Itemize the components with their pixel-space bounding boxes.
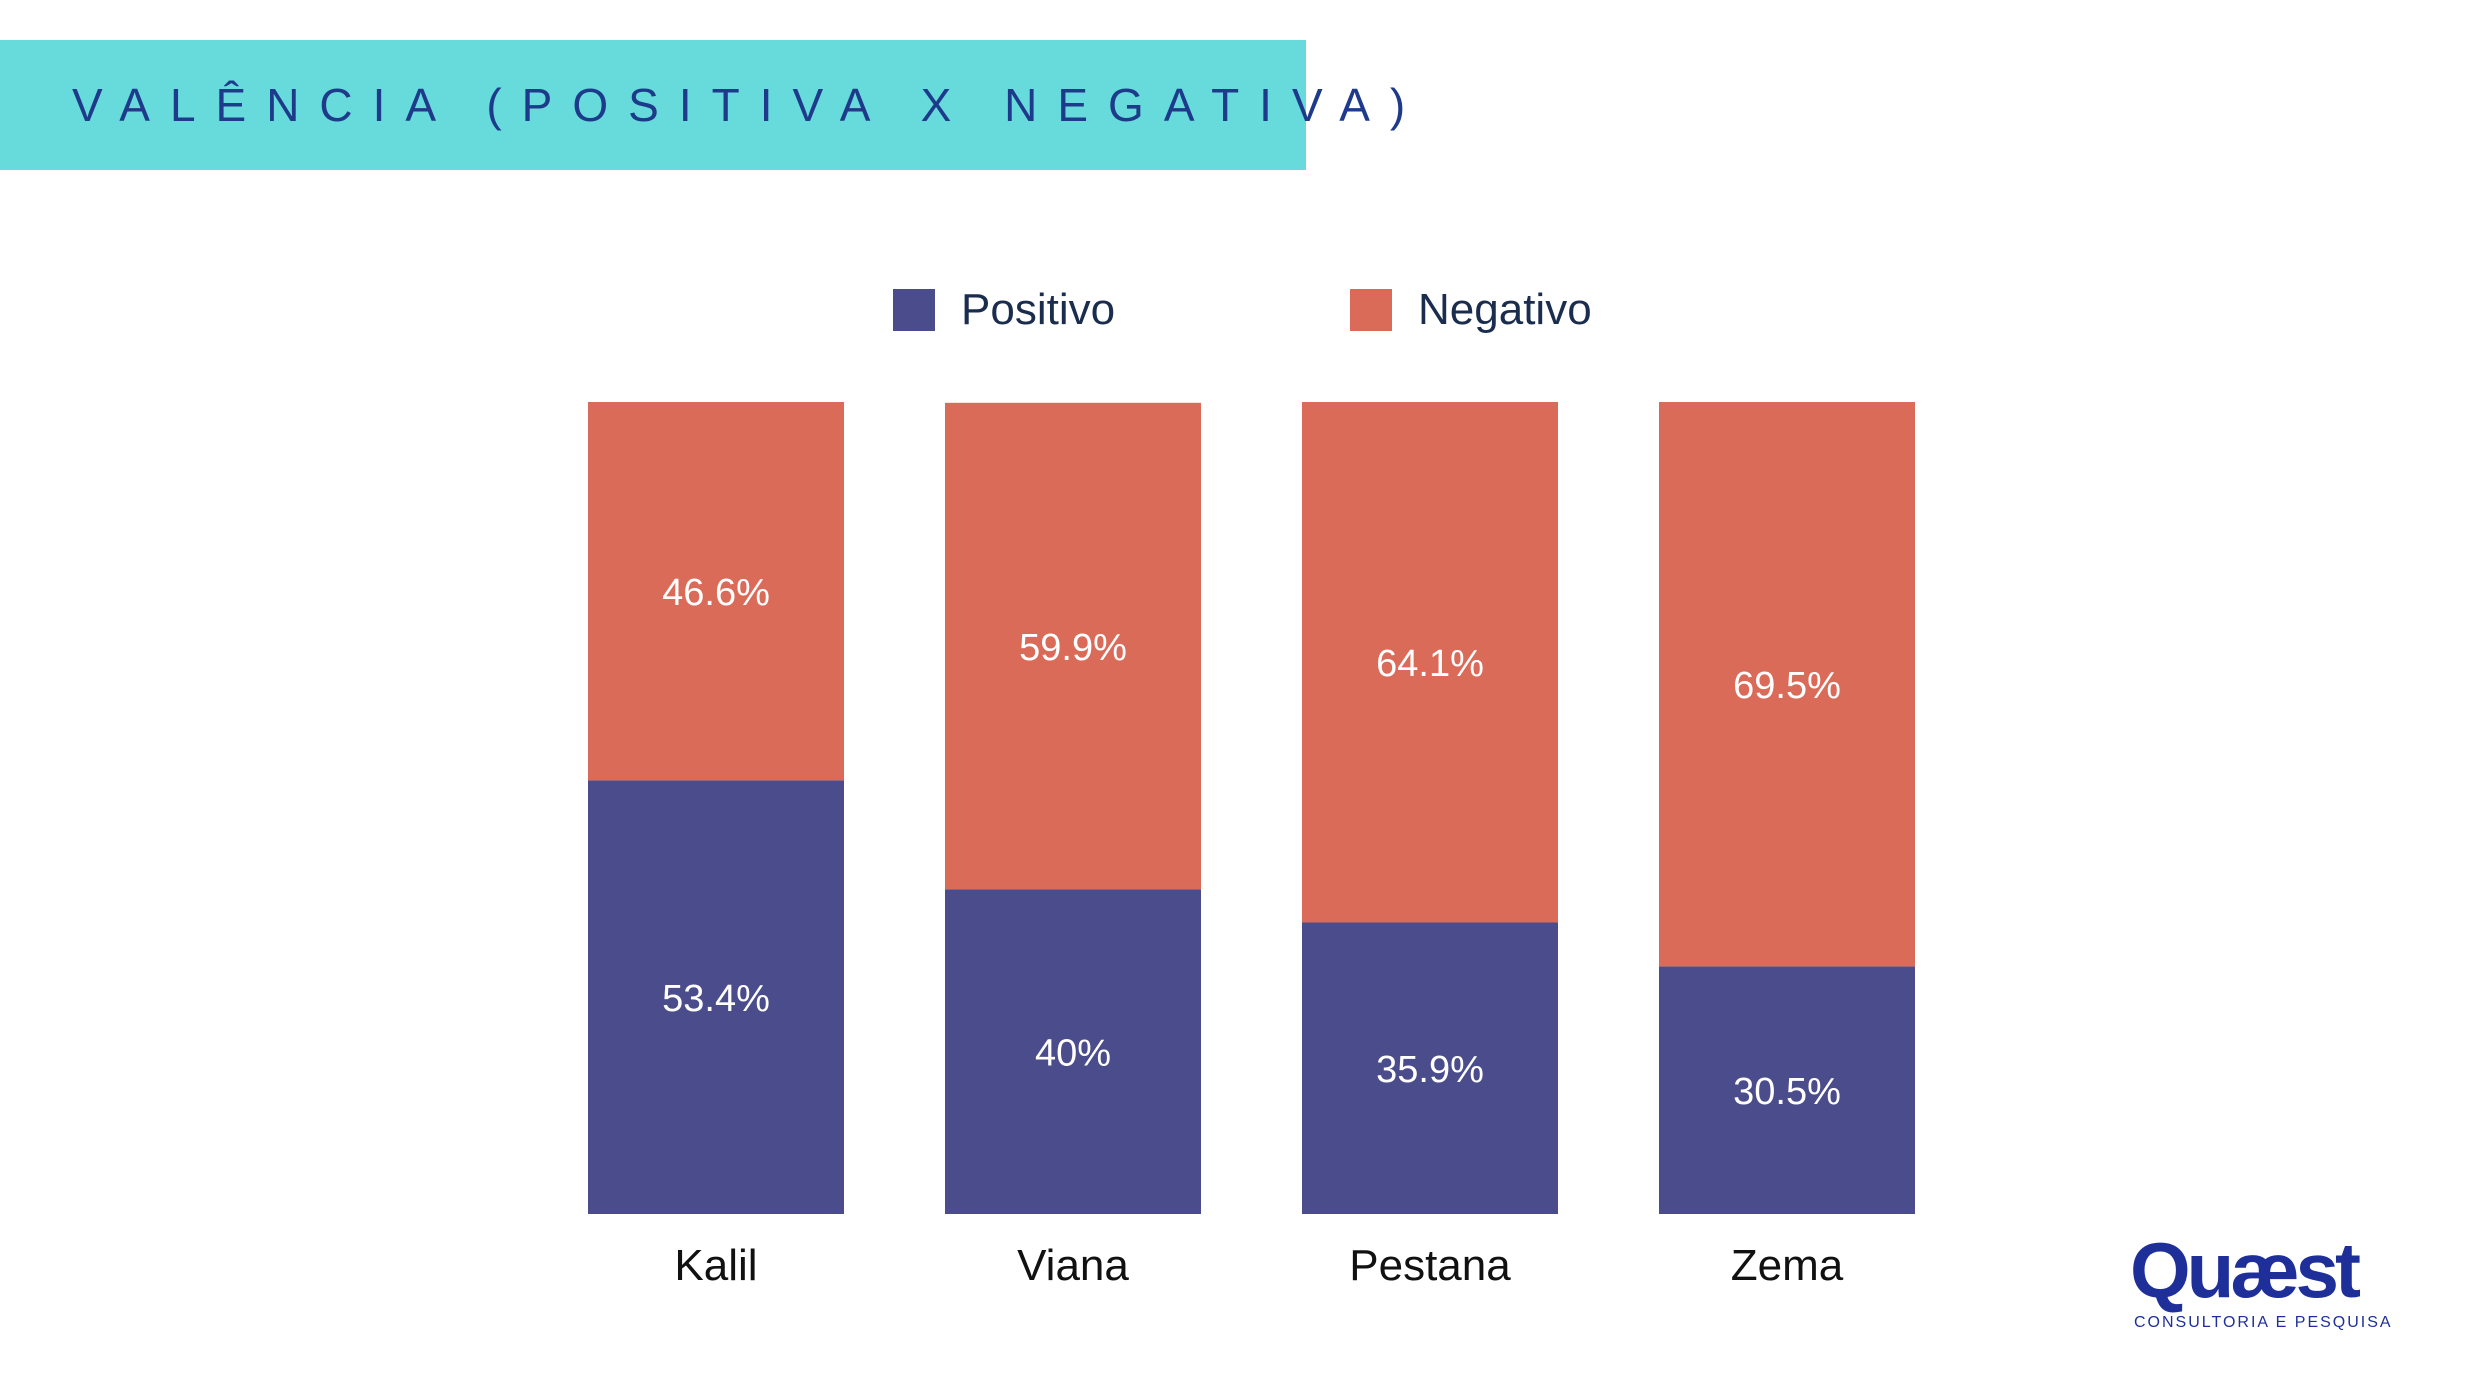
legend-swatch-positivo [893,289,935,331]
bar-kalil-positivo [588,780,844,1214]
bar-pestana-positivo [1302,922,1558,1214]
legend-swatch-negativo [1350,289,1392,331]
legend-item-negativo: Negativo [1350,280,1592,340]
data-label-zema-positivo: 30.5% [1733,1071,1841,1113]
data-label-zema-negativo: 69.5% [1733,665,1841,707]
x-tick-label-kalil: Kalil [674,1241,757,1290]
page-title: VALÊNCIA (POSITIVA X NEGATIVA) [72,79,1426,131]
bar-viana-negativo [945,402,1201,890]
x-tick-label-viana: Viana [1017,1241,1129,1290]
data-label-pestana-negativo: 64.1% [1376,643,1484,685]
logo-tagline: CONSULTORIA E PESQUISA [2134,1314,2393,1331]
legend-label-negativo: Negativo [1418,285,1592,334]
bar-zema-negativo [1659,402,1915,967]
bar-kalil-negativo [588,402,844,781]
title-band: VALÊNCIA (POSITIVA X NEGATIVA) [0,40,1405,170]
bar-zema-positivo [1659,966,1915,1214]
bar-viana-positivo [945,889,1201,1214]
bar-pestana-negativo [1302,402,1558,923]
data-label-kalil-negativo: 46.6% [662,572,770,614]
data-label-pestana-positivo: 35.9% [1376,1049,1484,1091]
data-label-kalil-positivo: 53.4% [662,978,770,1020]
data-label-viana-positivo: 40% [1035,1033,1111,1075]
legend-item-positivo: Positivo [893,280,1115,340]
logo-wordmark: Quæst [2130,1226,2361,1314]
quaest-logo: Quæst CONSULTORIA E PESQUISA [2130,1230,2410,1340]
chart-legend: Positivo Negativo [0,280,2474,340]
x-tick-label-pestana: Pestana [1349,1241,1511,1290]
data-label-viana-negativo: 59.9% [1019,627,1127,669]
x-tick-label-zema: Zema [1731,1241,1844,1290]
legend-label-positivo: Positivo [961,285,1116,334]
